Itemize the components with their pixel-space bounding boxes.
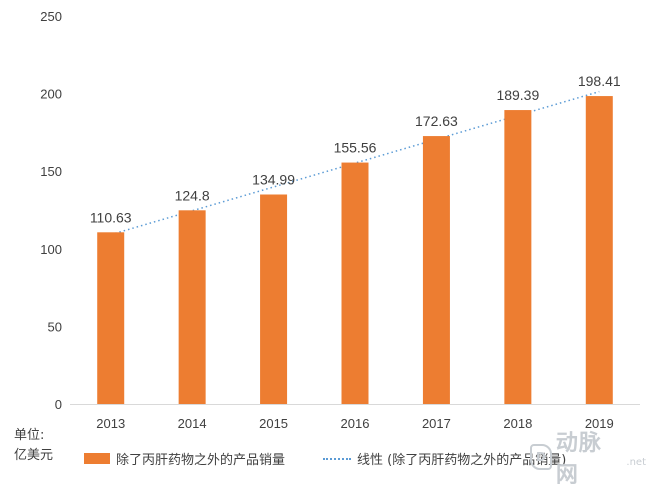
y-tick-label: 0 bbox=[55, 397, 62, 412]
bar-2015 bbox=[260, 194, 288, 404]
data-label-2015: 134.99 bbox=[252, 171, 295, 187]
unit-label-line2: 亿美元 bbox=[14, 448, 54, 463]
x-axis: 2013 2014 2015 2016 2017 2018 2019 bbox=[70, 404, 640, 431]
y-tick-label: 250 bbox=[40, 9, 62, 24]
legend-label-bars: 除了丙肝药物之外的产品销量 bbox=[116, 453, 286, 468]
bar-2018 bbox=[504, 110, 532, 405]
x-tick-label: 2018 bbox=[503, 416, 532, 431]
watermark: D 动脉网 .net bbox=[530, 425, 646, 489]
bar-2016 bbox=[341, 162, 369, 404]
unit-label-line1: 单位: bbox=[14, 428, 45, 443]
data-label-2013: 110.63 bbox=[90, 209, 132, 225]
data-label-2019: 198.41 bbox=[578, 73, 621, 89]
x-tick-label: 2017 bbox=[422, 416, 451, 431]
bar-2017 bbox=[422, 136, 450, 404]
watermark-text: 动脉网 bbox=[555, 431, 602, 488]
y-tick-label: 100 bbox=[40, 242, 62, 257]
data-label-2017: 172.63 bbox=[415, 113, 458, 129]
x-tick-label: 2013 bbox=[96, 416, 125, 431]
x-tick-label: 2019 bbox=[585, 416, 614, 431]
legend-swatch-bars bbox=[84, 453, 110, 464]
bar-2014 bbox=[178, 210, 206, 404]
data-labels-group: 110.63 124.8 134.99 155.56 172.63 189.39 198.4… bbox=[90, 73, 621, 225]
y-axis: 0 50 100 150 200 250 bbox=[40, 9, 62, 412]
y-tick-label: 200 bbox=[40, 87, 62, 102]
legend-swatch-trendline bbox=[323, 457, 351, 460]
data-label-2016: 155.56 bbox=[334, 140, 377, 156]
legend-label-trendline: 线性 (除了丙肝药物之外的产品销量) bbox=[357, 453, 567, 468]
watermark-logo-icon: D bbox=[530, 444, 552, 470]
legend-item-trendline: 线性 (除了丙肝药物之外的产品销量) bbox=[323, 449, 566, 468]
x-tick-label: 2015 bbox=[259, 416, 288, 431]
y-tick-label: 50 bbox=[48, 319, 62, 334]
legend-item-bars: 除了丙肝药物之外的产品销量 bbox=[84, 449, 285, 468]
x-tick-label: 2016 bbox=[341, 416, 370, 431]
watermark-suffix: .net bbox=[626, 456, 646, 468]
data-label-2018: 189.39 bbox=[496, 87, 539, 103]
bar-2019 bbox=[585, 96, 613, 404]
y-tick-label: 150 bbox=[40, 164, 62, 179]
bar-2013 bbox=[97, 232, 125, 404]
data-label-2014: 124.8 bbox=[175, 187, 210, 203]
bars-group bbox=[97, 96, 613, 405]
x-tick-label: 2014 bbox=[178, 416, 207, 431]
